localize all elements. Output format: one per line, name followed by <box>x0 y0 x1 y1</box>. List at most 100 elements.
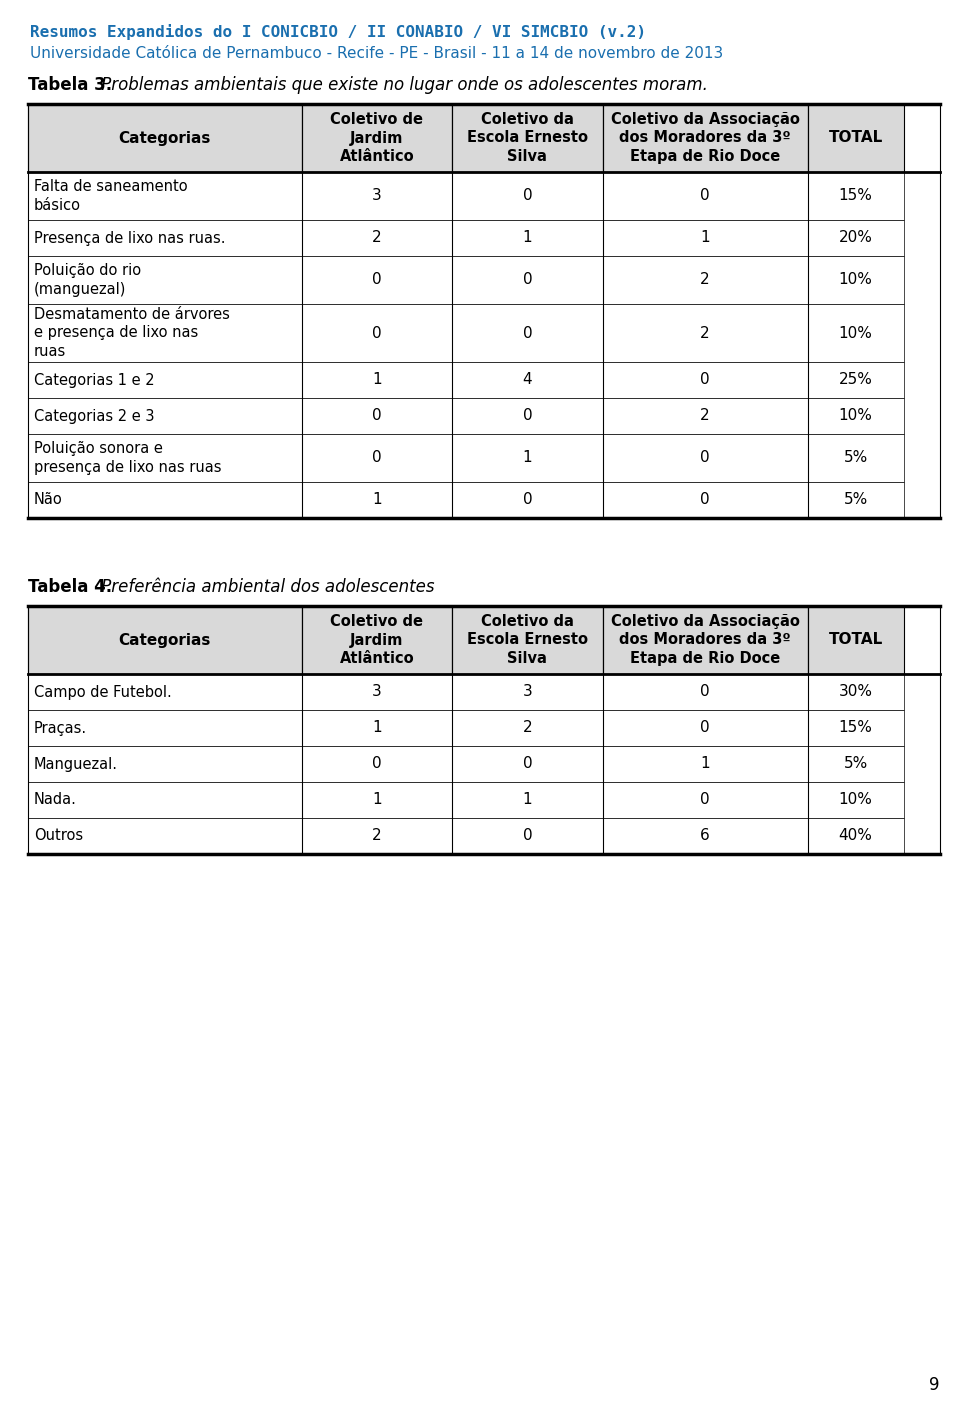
Text: 2: 2 <box>372 829 382 843</box>
Bar <box>28 219 301 256</box>
Bar <box>301 711 452 746</box>
Text: Falta de saneamento
básico: Falta de saneamento básico <box>34 179 187 212</box>
Bar <box>603 782 807 817</box>
Bar <box>603 219 807 256</box>
Bar <box>452 104 603 172</box>
Bar <box>301 256 452 303</box>
Text: 1: 1 <box>522 450 532 466</box>
Text: 5%: 5% <box>844 756 868 772</box>
Text: 0: 0 <box>372 756 382 772</box>
Text: 0: 0 <box>701 721 710 736</box>
Bar <box>28 104 301 172</box>
Bar <box>452 362 603 397</box>
Text: Outros: Outros <box>34 829 84 843</box>
Text: Desmatamento de árvores
e presença de lixo nas
ruas: Desmatamento de árvores e presença de li… <box>34 308 229 359</box>
Text: Praças.: Praças. <box>34 721 87 736</box>
Text: 0: 0 <box>522 829 532 843</box>
Text: Não: Não <box>34 493 62 507</box>
Text: 0: 0 <box>701 373 710 387</box>
Text: Presença de lixo nas ruas.: Presença de lixo nas ruas. <box>34 231 226 245</box>
Bar <box>301 104 452 172</box>
Text: 40%: 40% <box>839 829 873 843</box>
Bar <box>28 172 301 219</box>
Text: 4: 4 <box>522 373 532 387</box>
Bar <box>452 219 603 256</box>
Bar <box>28 303 301 362</box>
Bar <box>301 607 452 674</box>
Bar <box>603 397 807 434</box>
Text: 1: 1 <box>372 493 382 507</box>
Bar <box>807 746 903 782</box>
Bar <box>301 434 452 481</box>
Bar <box>807 219 903 256</box>
Text: Tabela 3.: Tabela 3. <box>28 75 112 94</box>
Bar <box>807 172 903 219</box>
Text: 9: 9 <box>929 1376 940 1394</box>
Bar <box>301 817 452 854</box>
Bar <box>301 172 452 219</box>
Text: 0: 0 <box>522 409 532 423</box>
Bar <box>301 219 452 256</box>
Bar <box>603 817 807 854</box>
Bar <box>452 434 603 481</box>
Text: Preferência ambiental dos adolescentes: Preferência ambiental dos adolescentes <box>95 578 434 597</box>
Bar <box>452 397 603 434</box>
Bar <box>301 674 452 711</box>
Text: 20%: 20% <box>839 231 873 245</box>
Bar <box>807 607 903 674</box>
Bar <box>807 817 903 854</box>
Text: 0: 0 <box>522 493 532 507</box>
Text: Problemas ambientais que existe no lugar onde os adolescentes moram.: Problemas ambientais que existe no lugar… <box>95 75 708 94</box>
Bar <box>603 711 807 746</box>
Text: Tabela 4.: Tabela 4. <box>28 578 112 597</box>
Text: Coletivo da Associação
dos Moradores da 3º
Etapa de Rio Doce: Coletivo da Associação dos Moradores da … <box>611 112 800 164</box>
Text: 15%: 15% <box>839 188 873 204</box>
Text: 1: 1 <box>522 793 532 807</box>
Bar <box>28 397 301 434</box>
Bar <box>301 746 452 782</box>
Text: 1: 1 <box>372 373 382 387</box>
Text: 0: 0 <box>701 188 710 204</box>
Bar <box>603 434 807 481</box>
Text: Categorias: Categorias <box>119 632 211 648</box>
Text: 0: 0 <box>522 326 532 340</box>
Bar <box>452 481 603 518</box>
Bar <box>807 303 903 362</box>
Bar <box>452 172 603 219</box>
Text: 2: 2 <box>372 231 382 245</box>
Text: 0: 0 <box>372 450 382 466</box>
Text: 5%: 5% <box>844 450 868 466</box>
Bar <box>452 711 603 746</box>
Text: 2: 2 <box>701 272 710 288</box>
Text: Categorias 1 e 2: Categorias 1 e 2 <box>34 373 155 387</box>
Text: 1: 1 <box>701 756 710 772</box>
Text: Nada.: Nada. <box>34 793 77 807</box>
Text: 6: 6 <box>700 829 710 843</box>
Bar <box>603 172 807 219</box>
Bar <box>807 481 903 518</box>
Bar <box>603 303 807 362</box>
Text: TOTAL: TOTAL <box>828 131 883 145</box>
Bar <box>452 782 603 817</box>
Text: 10%: 10% <box>839 326 873 340</box>
Bar <box>28 711 301 746</box>
Text: 0: 0 <box>701 793 710 807</box>
Bar <box>807 362 903 397</box>
Text: 0: 0 <box>701 685 710 699</box>
Bar <box>28 674 301 711</box>
Bar <box>301 362 452 397</box>
Text: 2: 2 <box>701 409 710 423</box>
Bar <box>28 362 301 397</box>
Bar <box>603 104 807 172</box>
Bar <box>452 674 603 711</box>
Bar <box>603 256 807 303</box>
Text: 1: 1 <box>522 231 532 245</box>
Text: 10%: 10% <box>839 793 873 807</box>
Text: 10%: 10% <box>839 272 873 288</box>
Bar <box>603 362 807 397</box>
Bar <box>807 711 903 746</box>
Bar <box>452 303 603 362</box>
Bar <box>603 481 807 518</box>
Text: 0: 0 <box>522 756 532 772</box>
Text: Coletivo de
Jardim
Atlântico: Coletivo de Jardim Atlântico <box>330 112 423 164</box>
